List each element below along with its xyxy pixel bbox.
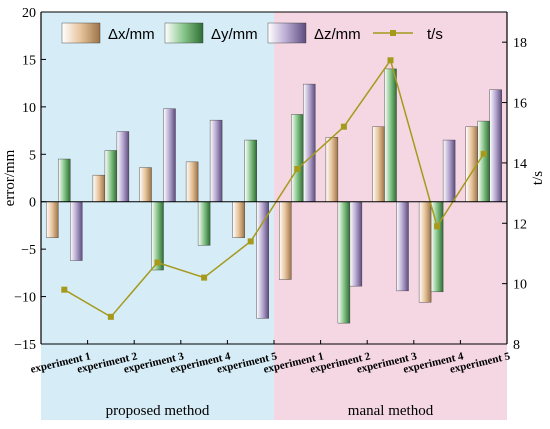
y2-axis-title: t/s <box>530 171 546 185</box>
bar-2-7 <box>337 201 351 324</box>
y-tick-label-3: −5 <box>21 243 36 258</box>
y-tick-label-1: −15 <box>14 338 36 353</box>
bar-2-1 <box>58 158 71 202</box>
bar-1-7 <box>325 137 339 202</box>
legend-swatch-3 <box>267 22 307 44</box>
y-tick-label-7: 15 <box>22 53 36 68</box>
bar-3-4 <box>209 119 223 202</box>
legend-label-2: Δy/mm <box>211 26 258 43</box>
bar-1-5 <box>232 201 245 238</box>
time-marker-2 <box>107 313 114 320</box>
group-label-1: proposed method <box>106 403 210 419</box>
bar-1-10 <box>465 126 478 202</box>
y2-tick-label-4: 14 <box>513 157 527 172</box>
bar-1-3 <box>139 167 152 202</box>
bar-2-5 <box>244 139 257 202</box>
legend-swatch-2 <box>164 22 204 44</box>
bar-3-6 <box>303 83 316 202</box>
bar-2-4 <box>197 201 211 246</box>
bar-1-9 <box>418 201 432 303</box>
bar-3-10 <box>489 89 502 202</box>
y2-tick-label-3: 12 <box>513 217 527 232</box>
bar-3-5 <box>256 201 269 319</box>
y-tick-label-5: 5 <box>29 148 36 163</box>
time-marker-6 <box>294 165 301 172</box>
time-marker-9 <box>434 223 441 230</box>
y2-tick-label-6: 18 <box>513 36 527 51</box>
time-marker-4 <box>201 274 208 281</box>
legend-label-4: t/s <box>427 26 443 43</box>
time-marker-8 <box>387 57 394 64</box>
legend-label-3: Δz/mm <box>314 26 361 43</box>
bar-3-2 <box>116 131 130 202</box>
bar-2-2 <box>104 150 118 202</box>
time-marker-7 <box>340 123 347 130</box>
bar-2-8 <box>384 68 397 202</box>
bar-1-8 <box>372 126 385 202</box>
legend-line-marker <box>390 30 396 36</box>
y-tick-label-8: 20 <box>22 6 36 21</box>
y-tick-label-2: −10 <box>14 291 36 306</box>
bar-1-6 <box>279 201 292 280</box>
bar-2-9 <box>430 201 444 293</box>
y-tick-label-4: 0 <box>29 196 36 211</box>
bar-3-8 <box>396 201 409 292</box>
bar-1-1 <box>46 201 59 238</box>
bar-3-3 <box>163 108 176 202</box>
y2-tick-label-1: 8 <box>513 338 520 353</box>
bar-2-6 <box>291 114 304 202</box>
bar-3-7 <box>349 201 363 287</box>
time-line <box>63 58 485 318</box>
legend-swatch-1 <box>61 22 101 44</box>
time-marker-5 <box>247 238 254 245</box>
bar-1-2 <box>92 174 106 202</box>
y2-tick-label-2: 10 <box>513 278 527 293</box>
group-label-2: manal method <box>348 403 434 419</box>
time-marker-1 <box>61 286 68 293</box>
time-marker-10 <box>480 150 487 157</box>
bar-3-9 <box>442 139 456 202</box>
time-marker-3 <box>154 259 161 266</box>
legend-label-1: Δx/mm <box>108 26 155 43</box>
bar-1-4 <box>185 161 199 202</box>
bar-3-1 <box>70 201 83 261</box>
y-tick-label-6: 10 <box>22 101 36 116</box>
y2-tick-label-5: 16 <box>513 97 527 112</box>
y-axis-title: error/mm <box>2 149 18 206</box>
